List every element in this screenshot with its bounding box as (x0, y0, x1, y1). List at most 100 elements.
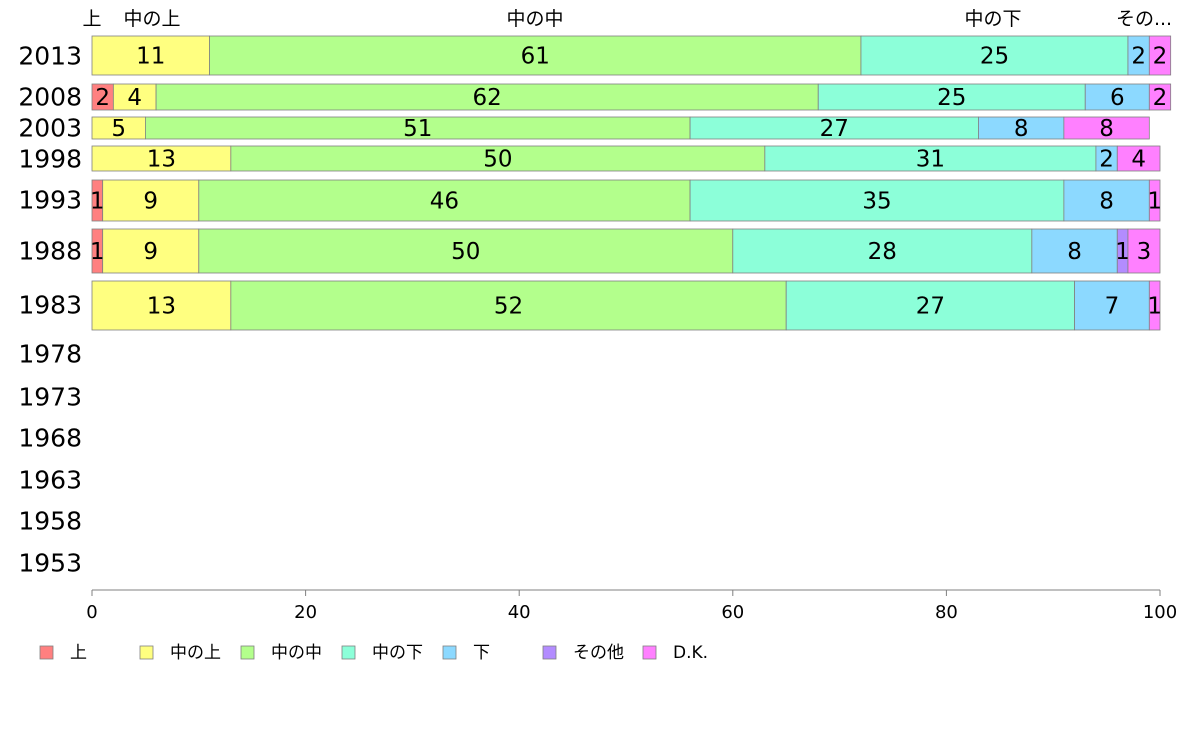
year-label: 1988 (18, 237, 82, 266)
year-label: 1968 (18, 424, 82, 453)
legend-item: その他 (542, 643, 624, 663)
value-label: 8 (1099, 189, 1114, 215)
value-label: 2 (1099, 147, 1114, 173)
bar-segment (91, 145, 232, 172)
year-label: 1978 (18, 340, 82, 369)
legend-label: 中の上 (170, 643, 221, 663)
value-label: 62 (473, 85, 502, 111)
legend-swatch (542, 645, 557, 660)
legend-swatch (341, 645, 356, 660)
value-label: 25 (980, 44, 1009, 70)
value-label: 6 (1110, 85, 1125, 111)
bar-segment (764, 145, 1097, 172)
bar-segment (112, 83, 157, 111)
value-label: 2 (1153, 44, 1168, 70)
bar-segment (91, 35, 210, 76)
bar-segment (1063, 179, 1150, 222)
bar-segment (1148, 179, 1161, 222)
bar-segment (198, 228, 734, 274)
bar-segment (1031, 228, 1118, 274)
top-label: 中の中 (506, 8, 563, 30)
value-label: 31 (916, 147, 945, 173)
value-label: 4 (1131, 147, 1146, 173)
legend-item: 中の下 (341, 643, 423, 663)
x-axis: 0 20 40 60 80 100 (86, 589, 1177, 623)
bar-segment (817, 83, 1086, 111)
x-tick-label: 40 (508, 602, 531, 623)
value-label: 9 (143, 189, 158, 215)
value-label: 27 (916, 294, 945, 320)
value-label: 28 (868, 239, 897, 265)
legend-label: D.K. (673, 643, 708, 663)
x-tick-label: 80 (935, 602, 958, 623)
bar-segment (732, 228, 1033, 274)
value-label: 1 (1147, 189, 1162, 215)
bar-segment (1084, 83, 1150, 111)
value-label: 2 (1153, 85, 1168, 111)
bar-segment (1148, 280, 1161, 331)
x-tick-label: 20 (294, 602, 317, 623)
legend-label: 中の下 (372, 643, 423, 663)
value-label: 27 (820, 116, 849, 142)
top-label: 中の上 (123, 8, 180, 30)
bar-segment (689, 179, 1065, 222)
value-label: 11 (136, 44, 165, 70)
top-category-labels: 上中の上 中の中 中の下 その... (82, 8, 1172, 30)
value-label: 7 (1105, 294, 1120, 320)
legend-item: 中の中 (240, 643, 322, 663)
bar-segment (1127, 228, 1161, 274)
value-label: 61 (521, 44, 550, 70)
year-label: 2008 (18, 83, 82, 112)
year-label: 1958 (18, 507, 82, 536)
legend-item: 上 (39, 643, 87, 663)
value-label: 50 (451, 239, 480, 265)
legend-label: 上 (70, 643, 87, 663)
value-label: 9 (143, 239, 158, 265)
value-label: 13 (147, 294, 176, 320)
bars-area: 11 61 25 2 22 4 62 25 6 25 51 27 8 813 50 31 2 41 9 46 35 8 11… (90, 35, 1172, 331)
bar-segment (155, 83, 819, 111)
value-label: 1 (90, 239, 105, 265)
legend: 上 中の上 中の中 中の下 下 その他 D.K. (39, 643, 708, 663)
bar-segment (230, 280, 787, 331)
year-label: 1953 (18, 549, 82, 578)
bar-segment (209, 35, 862, 76)
year-label: 2003 (18, 114, 82, 143)
legend-label: 下 (473, 643, 490, 663)
value-label: 8 (1099, 116, 1114, 142)
value-label: 35 (862, 189, 891, 215)
legend-item: 下 (442, 643, 490, 663)
value-label: 8 (1014, 116, 1029, 142)
legend-label: 中の中 (271, 643, 322, 663)
bar-segment (860, 35, 1129, 76)
bar-segment (1074, 280, 1150, 331)
value-label: 2 (1131, 44, 1146, 70)
legend-label: その他 (573, 643, 624, 663)
value-label: 25 (937, 85, 966, 111)
legend-swatch (240, 645, 255, 660)
bar-segment (1116, 145, 1161, 172)
year-label: 1998 (18, 145, 82, 174)
year-label: 1973 (18, 383, 82, 412)
legend-swatch (442, 645, 457, 660)
value-label: 1 (90, 189, 105, 215)
value-label: 13 (147, 147, 176, 173)
bar-segment (785, 280, 1075, 331)
value-label: 50 (483, 147, 512, 173)
year-label: 1993 (18, 186, 82, 215)
bar-segment (102, 179, 200, 222)
value-label: 3 (1137, 239, 1152, 265)
legend-item: D.K. (642, 643, 708, 663)
bar-segment (1148, 83, 1172, 111)
value-label: 46 (430, 189, 459, 215)
bar-segment (198, 179, 691, 222)
year-label: 1963 (18, 466, 82, 495)
bar-segment (230, 145, 766, 172)
top-label: 上 (82, 8, 101, 30)
legend-item: 中の上 (139, 643, 221, 663)
legend-swatch (39, 645, 54, 660)
value-label: 52 (494, 294, 523, 320)
value-label: 2 (95, 85, 110, 111)
